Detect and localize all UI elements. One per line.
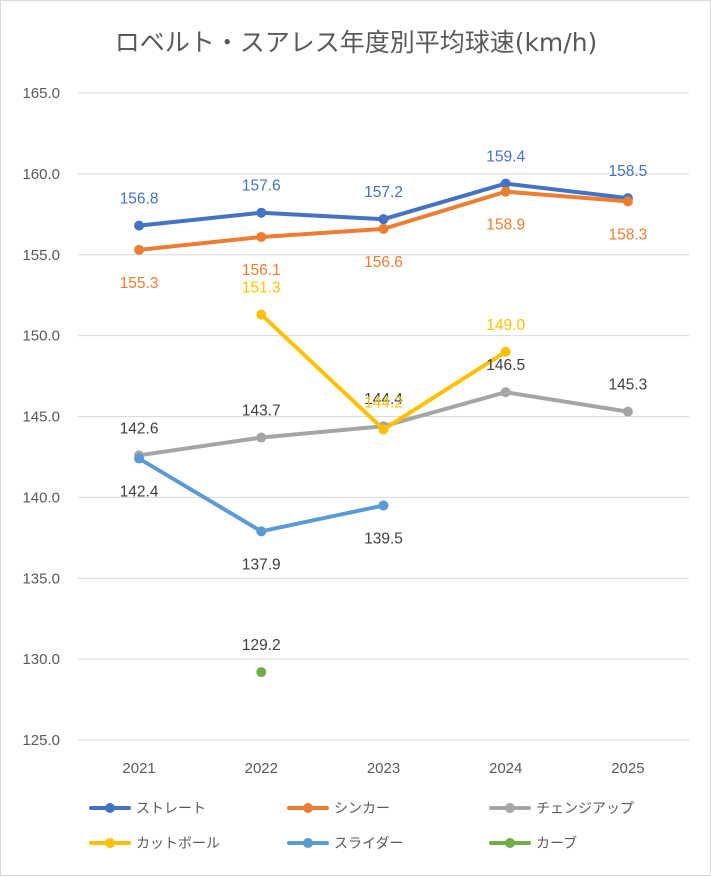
x-tick-label: 2023 xyxy=(367,760,400,777)
data-label: 137.9 xyxy=(242,556,281,573)
y-tick-label: 145.0 xyxy=(22,409,60,426)
legend-entry-label: カットボール xyxy=(136,836,220,852)
data-point xyxy=(500,387,511,398)
data-point xyxy=(256,309,267,320)
data-label: 155.3 xyxy=(120,275,159,292)
y-tick-label: 140.0 xyxy=(22,489,60,506)
data-label: 129.2 xyxy=(242,637,281,654)
data-point xyxy=(622,196,633,207)
data-label: 158.3 xyxy=(609,226,648,243)
x-axis: 2021 2022 2023 2024 2025 xyxy=(122,760,644,777)
data-label: 156.1 xyxy=(242,262,281,279)
data-label: 143.7 xyxy=(242,403,281,420)
series-line xyxy=(259,312,508,432)
y-tick-label: 155.0 xyxy=(22,247,60,264)
data-label: 156.8 xyxy=(120,191,159,208)
y-tick-label: 125.0 xyxy=(22,732,60,749)
x-tick-label: 2025 xyxy=(611,760,644,777)
y-tick-label: 160.0 xyxy=(22,166,60,183)
data-point xyxy=(378,223,389,234)
data-labels: 156.8 157.6 157.2 159.4 158.5 155.3 156.1 156.6… xyxy=(120,149,648,654)
data-label: 139.5 xyxy=(364,530,403,547)
data-label: 151.3 xyxy=(242,280,281,297)
data-label: 145.3 xyxy=(609,377,648,394)
data-label: 149.0 xyxy=(486,317,525,334)
gridlines xyxy=(78,92,689,741)
x-tick-label: 2022 xyxy=(245,760,278,777)
data-point xyxy=(256,231,267,242)
series-line xyxy=(137,456,386,534)
legend-swatch-marker xyxy=(303,838,313,848)
data-point xyxy=(378,424,389,435)
data-point xyxy=(256,526,267,537)
data-point xyxy=(256,667,267,678)
x-tick-label: 2024 xyxy=(489,760,522,777)
legend-entry-label: チェンジアップ xyxy=(536,801,634,817)
data-label: 157.6 xyxy=(242,178,281,195)
data-label: 157.2 xyxy=(364,184,403,201)
data-label: 144.2 xyxy=(364,394,403,411)
legend-entry-label: ストレート xyxy=(136,801,206,817)
data-point xyxy=(134,244,145,255)
data-label: 146.5 xyxy=(486,357,525,374)
data-point xyxy=(500,346,511,357)
x-tick-label: 2021 xyxy=(122,760,155,777)
legend-swatch-marker xyxy=(303,803,313,813)
data-label: 144.4 xyxy=(364,391,403,408)
data-label: 142.4 xyxy=(120,484,159,501)
data-label: 158.5 xyxy=(609,163,648,180)
y-axis: 125.0 130.0 135.0 140.0 145.0 150.0 155.0 160.0… xyxy=(22,85,60,749)
y-tick-label: 130.0 xyxy=(22,651,60,668)
legend-swatch-marker xyxy=(505,803,515,813)
y-tick-label: 150.0 xyxy=(22,328,60,345)
data-label: 156.6 xyxy=(364,254,403,271)
legend-entry-label: カーブ xyxy=(536,835,577,852)
data-point xyxy=(378,214,389,225)
series-group xyxy=(134,178,633,678)
y-tick-label: 135.0 xyxy=(22,570,60,587)
data-label: 158.9 xyxy=(486,217,525,234)
legend-entry-label: シンカー xyxy=(334,801,390,817)
data-point xyxy=(256,432,267,443)
data-point xyxy=(134,220,145,231)
chart-title: ロベルト・スアレス年度別平均球速(km/h) xyxy=(115,28,598,57)
legend-swatch-marker xyxy=(105,838,115,848)
legend-swatch-marker xyxy=(105,803,115,813)
data-point xyxy=(256,207,267,218)
data-point xyxy=(134,453,145,464)
data-label: 159.4 xyxy=(486,149,525,166)
y-tick-label: 165.0 xyxy=(22,85,60,102)
data-point xyxy=(500,186,511,197)
data-point xyxy=(622,406,633,417)
legend-swatch-marker xyxy=(505,838,515,848)
data-point xyxy=(378,500,389,511)
legend-entry-label: スライダー xyxy=(334,836,403,852)
data-point xyxy=(500,178,511,189)
data-label: 142.6 xyxy=(120,420,159,437)
